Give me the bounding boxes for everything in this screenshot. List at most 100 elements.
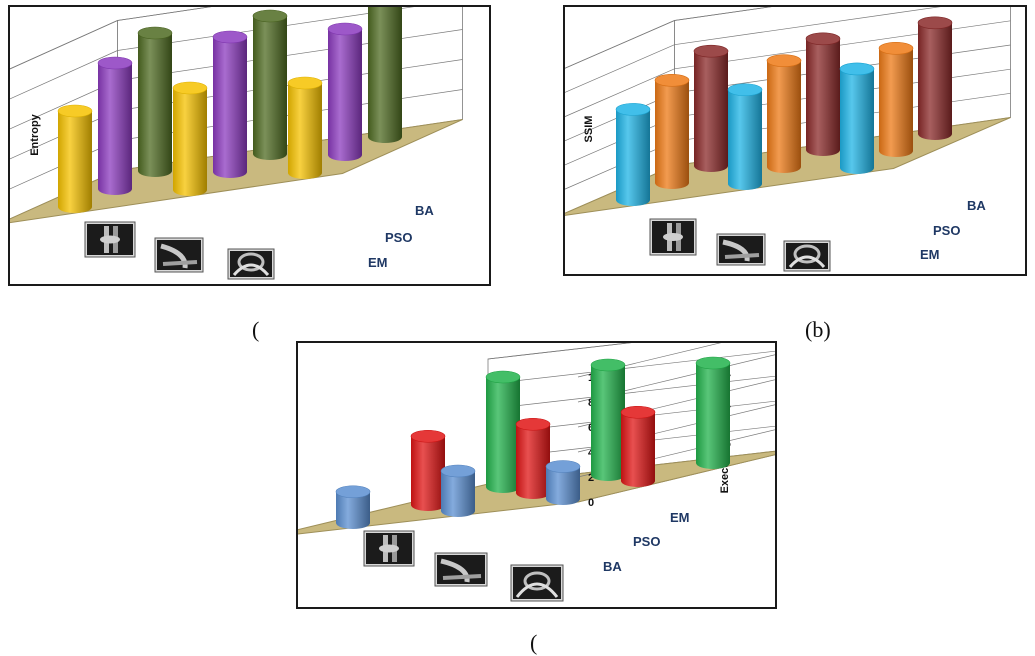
- cylinder-body: [694, 51, 728, 172]
- bar-pso-1: [654, 73, 690, 189]
- chart-panel-ssim: 00.20.40.60.811.2SSIMEMPSOBA: [563, 5, 1027, 276]
- bar-em-3: [695, 356, 731, 469]
- cylinder-body: [328, 29, 362, 161]
- bar-ba-3: [368, 7, 402, 143]
- gridline: [487, 343, 722, 378]
- cylinder-top: [766, 54, 802, 67]
- bar-em-1: [485, 370, 521, 493]
- cylinder-top: [917, 16, 953, 30]
- bar-pso-1: [410, 429, 446, 511]
- cylinders: [335, 356, 731, 529]
- y-axis-label: SSIM: [583, 116, 595, 143]
- cylinder-top: [515, 417, 551, 431]
- ssim-chart: 00.20.40.60.811.2SSIMEMPSOBA: [565, 7, 1011, 272]
- thumbnail-spine-xray: [434, 552, 488, 587]
- cylinder-body: [806, 38, 840, 156]
- cylinder-top: [57, 104, 93, 118]
- bar-pso-3: [327, 22, 363, 161]
- bar-ba-2: [252, 9, 288, 160]
- chart-panel-entropy: 012345EntropyEMPSOBA: [8, 5, 491, 286]
- bar-pso-2: [515, 417, 551, 499]
- cylinder-top: [545, 460, 581, 473]
- cylinder-top: [590, 358, 626, 372]
- cylinder-top: [654, 73, 690, 87]
- cylinder-body: [173, 88, 207, 196]
- series-label-em: EM: [920, 247, 940, 262]
- cylinder-top: [97, 56, 133, 70]
- cylinder-top: [695, 356, 731, 370]
- cylinder-top: [410, 429, 446, 443]
- cylinder-top: [137, 26, 173, 40]
- thumbnail-pelvis-xray: [227, 248, 275, 280]
- cylinder-top: [172, 81, 208, 95]
- gridline: [565, 7, 941, 93]
- cylinder-body: [918, 22, 952, 141]
- thumbnail-shoulder-mri: [783, 240, 831, 272]
- series-label-pso: PSO: [633, 534, 660, 549]
- series-label-pso: PSO: [385, 230, 412, 245]
- cylinder-body: [516, 424, 550, 499]
- series-label-ba: BA: [967, 198, 986, 213]
- cylinder-top: [727, 83, 763, 97]
- y-axis-label: Entropy: [29, 113, 41, 155]
- cylinder-top: [252, 9, 288, 23]
- bar-ba-2: [805, 32, 841, 156]
- cylinder-body: [486, 377, 520, 493]
- cylinder-top: [212, 30, 248, 44]
- cylinder-body: [336, 491, 370, 529]
- cylinder-body: [213, 37, 247, 178]
- bar-pso-1: [97, 56, 133, 195]
- cylinder-body: [546, 466, 580, 505]
- bar-pso-2: [212, 30, 248, 178]
- bar-em-2: [727, 83, 763, 190]
- cylinder-body: [621, 412, 655, 487]
- thumbnail-shoulder-xray: [649, 218, 697, 256]
- cylinder-body: [441, 471, 475, 517]
- bar-em-3: [287, 76, 323, 179]
- cylinders: [615, 16, 953, 206]
- cylinder-body: [411, 436, 445, 511]
- bar-ba-1: [137, 26, 173, 177]
- cylinder-body: [879, 48, 913, 157]
- bar-ba-3: [545, 460, 581, 505]
- bar-em-2: [172, 81, 208, 196]
- cylinder-top: [620, 405, 656, 419]
- cylinder-body: [138, 33, 172, 177]
- bar-em-1: [57, 104, 93, 213]
- gridline: [565, 7, 772, 69]
- cylinder-body: [58, 111, 92, 213]
- thumbnail-knee-xray: [84, 221, 136, 258]
- cylinder-body: [616, 109, 650, 206]
- gridline: [10, 7, 212, 70]
- caption-a: (: [252, 317, 260, 342]
- y-tick-label: 0: [588, 497, 594, 509]
- bar-pso-3: [620, 405, 656, 487]
- cylinder-body: [368, 7, 402, 143]
- cylinders: [57, 7, 402, 213]
- caption-b: (b): [805, 317, 831, 342]
- cylinder-body: [696, 363, 730, 469]
- bar-em-2: [590, 358, 626, 481]
- bar-em-1: [615, 103, 651, 206]
- cylinder-body: [840, 68, 874, 174]
- cylinder-body: [288, 83, 322, 179]
- cylinder-top: [878, 41, 914, 55]
- caption-c: (: [530, 630, 538, 655]
- bar-ba-3: [917, 16, 953, 141]
- cylinder-body: [591, 365, 625, 481]
- cylinder-top: [805, 32, 841, 46]
- bar-ba-1: [335, 485, 371, 529]
- cylinder-top: [693, 44, 729, 58]
- bar-em-3: [839, 62, 875, 174]
- thumbnail-elbow-xray: [154, 237, 204, 273]
- cylinder-body: [98, 63, 132, 195]
- cylinder-top: [839, 62, 875, 76]
- series-label-em: EM: [670, 510, 690, 525]
- cylinder-body: [253, 16, 287, 160]
- bar-ba-1: [693, 44, 729, 172]
- entropy-chart: 012345EntropyEMPSOBA: [10, 7, 463, 280]
- cylinder-top: [327, 22, 363, 36]
- bar-pso-2: [766, 54, 802, 173]
